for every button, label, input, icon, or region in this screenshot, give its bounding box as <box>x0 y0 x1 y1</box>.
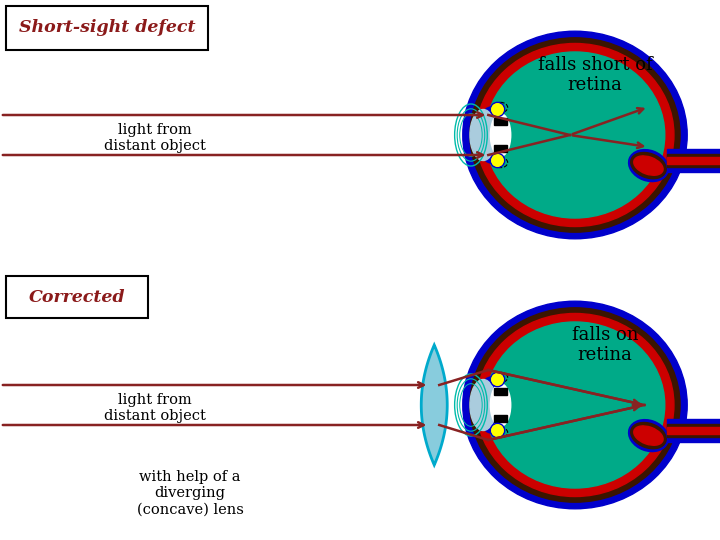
Ellipse shape <box>463 31 687 239</box>
Circle shape <box>492 104 503 115</box>
Ellipse shape <box>634 426 663 445</box>
FancyBboxPatch shape <box>667 419 720 442</box>
Bar <box>495 388 507 395</box>
Text: light from
distant object: light from distant object <box>104 123 206 153</box>
Circle shape <box>490 373 505 387</box>
Polygon shape <box>421 345 447 465</box>
Ellipse shape <box>490 383 510 427</box>
Bar <box>495 415 507 422</box>
Ellipse shape <box>485 322 665 488</box>
Ellipse shape <box>490 113 510 157</box>
Circle shape <box>492 155 503 166</box>
Text: falls short of
retina: falls short of retina <box>538 56 652 94</box>
Ellipse shape <box>477 377 505 433</box>
Circle shape <box>492 155 503 166</box>
FancyBboxPatch shape <box>667 149 720 172</box>
FancyBboxPatch shape <box>6 6 208 50</box>
Bar <box>495 145 507 152</box>
Ellipse shape <box>629 420 668 451</box>
Text: light from
distant object: light from distant object <box>104 393 206 423</box>
Ellipse shape <box>485 52 665 218</box>
Circle shape <box>490 423 505 437</box>
FancyBboxPatch shape <box>667 424 720 437</box>
Ellipse shape <box>634 156 663 176</box>
Ellipse shape <box>631 152 666 179</box>
Circle shape <box>492 425 503 436</box>
Text: falls on
retina: falls on retina <box>572 326 638 365</box>
Ellipse shape <box>476 44 674 226</box>
FancyBboxPatch shape <box>667 427 720 434</box>
Ellipse shape <box>470 308 680 502</box>
Circle shape <box>492 374 503 385</box>
Text: Short-sight defect: Short-sight defect <box>19 19 195 37</box>
Circle shape <box>492 425 503 436</box>
FancyBboxPatch shape <box>667 157 720 164</box>
Circle shape <box>490 153 505 167</box>
Text: Corrected: Corrected <box>29 288 125 306</box>
Ellipse shape <box>629 150 668 181</box>
Ellipse shape <box>470 110 497 160</box>
Ellipse shape <box>463 301 687 509</box>
Circle shape <box>492 374 503 385</box>
Ellipse shape <box>470 380 497 430</box>
Ellipse shape <box>477 107 505 163</box>
Ellipse shape <box>631 422 666 449</box>
Circle shape <box>492 104 503 115</box>
Circle shape <box>490 103 505 117</box>
Text: with help of a
diverging
(concave) lens: with help of a diverging (concave) lens <box>137 470 243 516</box>
Bar <box>495 118 507 125</box>
FancyBboxPatch shape <box>667 154 720 167</box>
Ellipse shape <box>470 38 680 232</box>
Ellipse shape <box>476 314 674 496</box>
FancyBboxPatch shape <box>6 276 148 318</box>
